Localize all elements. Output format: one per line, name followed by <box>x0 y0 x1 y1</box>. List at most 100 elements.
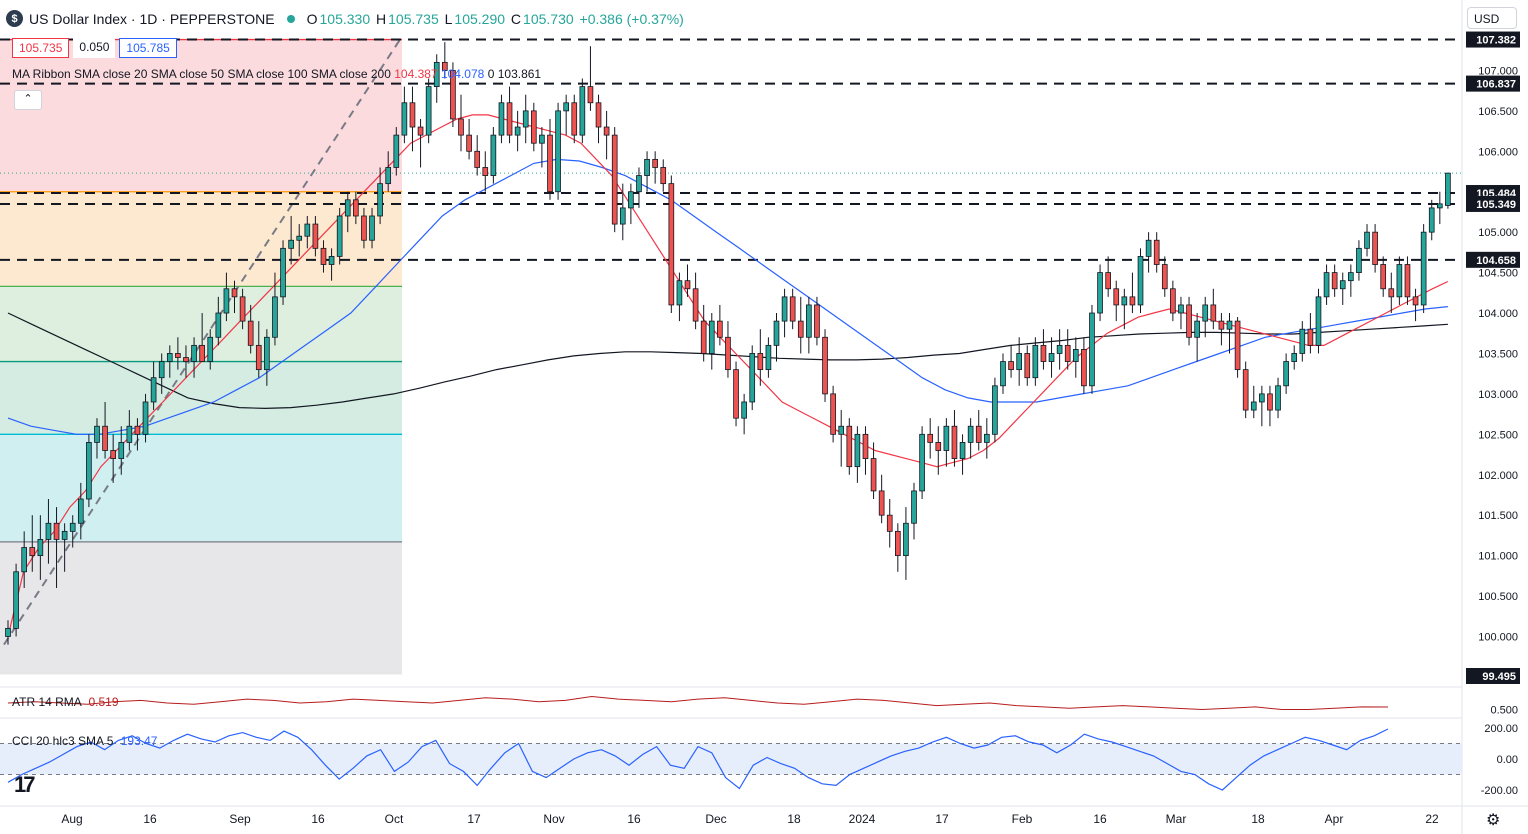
candle-body <box>1000 361 1006 387</box>
candle-body <box>1097 272 1103 314</box>
candle-body <box>733 369 739 419</box>
candle-body <box>1323 272 1330 298</box>
candle-body <box>1242 369 1249 411</box>
candle-body <box>353 199 359 217</box>
price-tick-label: 103.500 <box>1478 348 1518 360</box>
open-label: O <box>306 10 318 27</box>
candle-body <box>708 320 715 354</box>
candle-body <box>757 353 764 371</box>
candle-body <box>1226 320 1233 330</box>
candle-body <box>393 134 400 168</box>
sma100-value: 0 <box>487 67 495 81</box>
candle-body <box>838 425 845 435</box>
time-tick-label: Aug <box>61 812 82 826</box>
candle-body <box>110 450 116 459</box>
candle-body <box>328 256 335 265</box>
candle-body <box>951 425 958 459</box>
candle-body <box>264 336 270 371</box>
candle-body <box>247 320 254 346</box>
candle-body <box>102 425 108 451</box>
gear-icon[interactable]: ⚙ <box>1486 812 1501 829</box>
candle-body <box>1428 207 1435 233</box>
candle-body <box>385 167 392 185</box>
candle-body <box>935 442 942 451</box>
candle-body <box>255 344 262 371</box>
fib-zone <box>0 191 402 287</box>
candle-body <box>320 247 327 265</box>
candle-body <box>1113 288 1120 306</box>
open-value: 105.330 <box>319 10 371 27</box>
candle-body <box>474 150 481 168</box>
atr-legend[interactable]: ATR 14 RMA 0.519 <box>12 695 119 709</box>
fib-trend-line <box>3 38 401 646</box>
buy-button[interactable]: 105.785 <box>119 38 177 58</box>
candle-body <box>1032 344 1039 379</box>
fib-zone <box>0 541 402 675</box>
sma200-value: 103.861 <box>497 67 542 81</box>
candle-body <box>943 425 950 451</box>
candle-body <box>903 522 909 557</box>
symbol-title[interactable]: US Dollar Index · 1D · PEPPERSTONE <box>29 10 275 27</box>
candle-body <box>1380 264 1387 290</box>
candle-body <box>1364 231 1370 249</box>
time-tick-label: 18 <box>1251 812 1265 826</box>
candle-body <box>126 425 133 443</box>
candle-body <box>1388 288 1395 298</box>
candle-body <box>29 547 36 557</box>
time-tick-label: 18 <box>787 812 801 826</box>
candle-body <box>377 183 383 217</box>
candle-body <box>1396 264 1403 298</box>
time-tick-label: Apr <box>1325 812 1344 826</box>
candle-body <box>336 215 343 257</box>
candle-body <box>927 433 934 443</box>
time-tick-label: 2024 <box>849 812 876 826</box>
time-tick-label: 16 <box>311 812 325 826</box>
candle-body <box>587 86 594 104</box>
candle-body <box>1234 320 1241 371</box>
candle-body <box>506 102 513 136</box>
cci-tick-label: 200.00 <box>1484 723 1518 735</box>
atr-name: ATR 14 RMA <box>12 695 82 709</box>
time-tick-label: Dec <box>705 812 726 826</box>
candle-body <box>1145 239 1152 257</box>
candle-body <box>959 442 966 459</box>
level-price-label: 107.382 <box>1476 35 1516 47</box>
candle-body <box>611 134 618 225</box>
candle-body <box>1016 353 1023 371</box>
candle-body <box>870 458 877 492</box>
sell-button[interactable]: 105.735 <box>12 38 70 58</box>
collapse-legend-button[interactable]: ⌃ <box>14 90 42 110</box>
price-tick-label: 100.500 <box>1478 591 1518 603</box>
candle-body <box>1040 344 1047 362</box>
candle-body <box>1356 247 1362 273</box>
price-tick-label: 101.500 <box>1478 510 1518 522</box>
cci-tick-label: 0.00 <box>1497 754 1518 766</box>
candle-body <box>1445 172 1451 206</box>
candle-body <box>919 433 925 492</box>
price-tick-label: 102.000 <box>1478 470 1518 482</box>
price-tick-label: 104.000 <box>1478 308 1518 320</box>
candle-body <box>652 158 658 168</box>
candle-body <box>522 110 529 128</box>
currency-select[interactable]: USD <box>1467 7 1517 29</box>
candle-body <box>296 235 303 241</box>
candle-body <box>579 86 586 136</box>
fib-zone <box>0 361 402 435</box>
candle-body <box>498 102 505 136</box>
candle-body <box>304 223 311 237</box>
ohlc-values: O 105.330 H 105.735 L 105.290 C 105.730 +0.3… <box>307 11 686 27</box>
cci-band <box>0 743 1462 775</box>
candle-body <box>272 296 278 338</box>
candle-body <box>1121 296 1128 306</box>
candle-body <box>1291 353 1298 362</box>
ma-ribbon-legend[interactable]: MA Ribbon SMA close 20 SMA close 50 SMA … <box>12 67 541 81</box>
candle-body <box>37 539 44 557</box>
candle-body <box>86 442 92 500</box>
candle-body <box>1089 312 1095 387</box>
candle-body <box>344 199 351 217</box>
candle-body <box>765 344 772 371</box>
cci-legend[interactable]: CCI 20 hlc3 SMA 5 193.47 <box>12 734 157 748</box>
candle-body <box>1210 304 1217 322</box>
candle-body <box>854 433 861 468</box>
